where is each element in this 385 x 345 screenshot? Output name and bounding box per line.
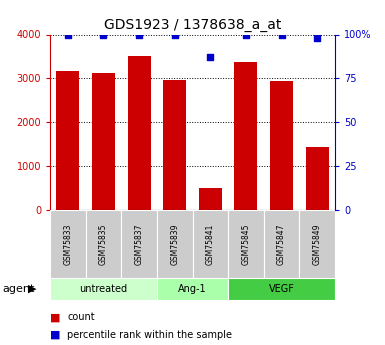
Bar <box>121 210 157 278</box>
Bar <box>264 210 300 278</box>
Text: Ang-1: Ang-1 <box>178 284 207 294</box>
Text: GSM75833: GSM75833 <box>64 223 72 265</box>
Text: count: count <box>67 313 95 322</box>
Bar <box>56 71 79 210</box>
Bar <box>300 210 335 278</box>
Bar <box>234 62 258 210</box>
Bar <box>157 278 228 300</box>
Bar <box>92 73 115 210</box>
Point <box>172 32 178 37</box>
Point <box>207 55 213 60</box>
Text: agent: agent <box>2 284 34 294</box>
Bar <box>192 210 228 278</box>
Point <box>65 32 71 37</box>
Bar <box>163 80 186 210</box>
Text: GSM75837: GSM75837 <box>135 223 144 265</box>
Text: GSM75841: GSM75841 <box>206 224 215 265</box>
Text: GSM75845: GSM75845 <box>241 223 250 265</box>
Text: GSM75835: GSM75835 <box>99 223 108 265</box>
Bar <box>85 210 121 278</box>
Title: GDS1923 / 1378638_a_at: GDS1923 / 1378638_a_at <box>104 18 281 32</box>
Text: VEGF: VEGF <box>269 284 295 294</box>
Bar <box>228 210 264 278</box>
Text: ▶: ▶ <box>28 284 37 294</box>
Bar <box>270 81 293 210</box>
Text: GSM75847: GSM75847 <box>277 223 286 265</box>
Point <box>136 32 142 37</box>
Bar <box>50 210 85 278</box>
Bar <box>157 210 192 278</box>
Bar <box>228 278 335 300</box>
Point <box>278 32 285 37</box>
Text: percentile rank within the sample: percentile rank within the sample <box>67 330 233 339</box>
Text: GSM75849: GSM75849 <box>313 223 321 265</box>
Point <box>243 32 249 37</box>
Bar <box>306 147 329 210</box>
Bar <box>50 278 157 300</box>
Bar <box>127 57 151 210</box>
Bar <box>199 188 222 210</box>
Point <box>100 32 107 37</box>
Text: GSM75839: GSM75839 <box>170 223 179 265</box>
Text: ■: ■ <box>50 313 60 322</box>
Point <box>314 35 320 41</box>
Text: untreated: untreated <box>79 284 127 294</box>
Text: ■: ■ <box>50 330 60 339</box>
